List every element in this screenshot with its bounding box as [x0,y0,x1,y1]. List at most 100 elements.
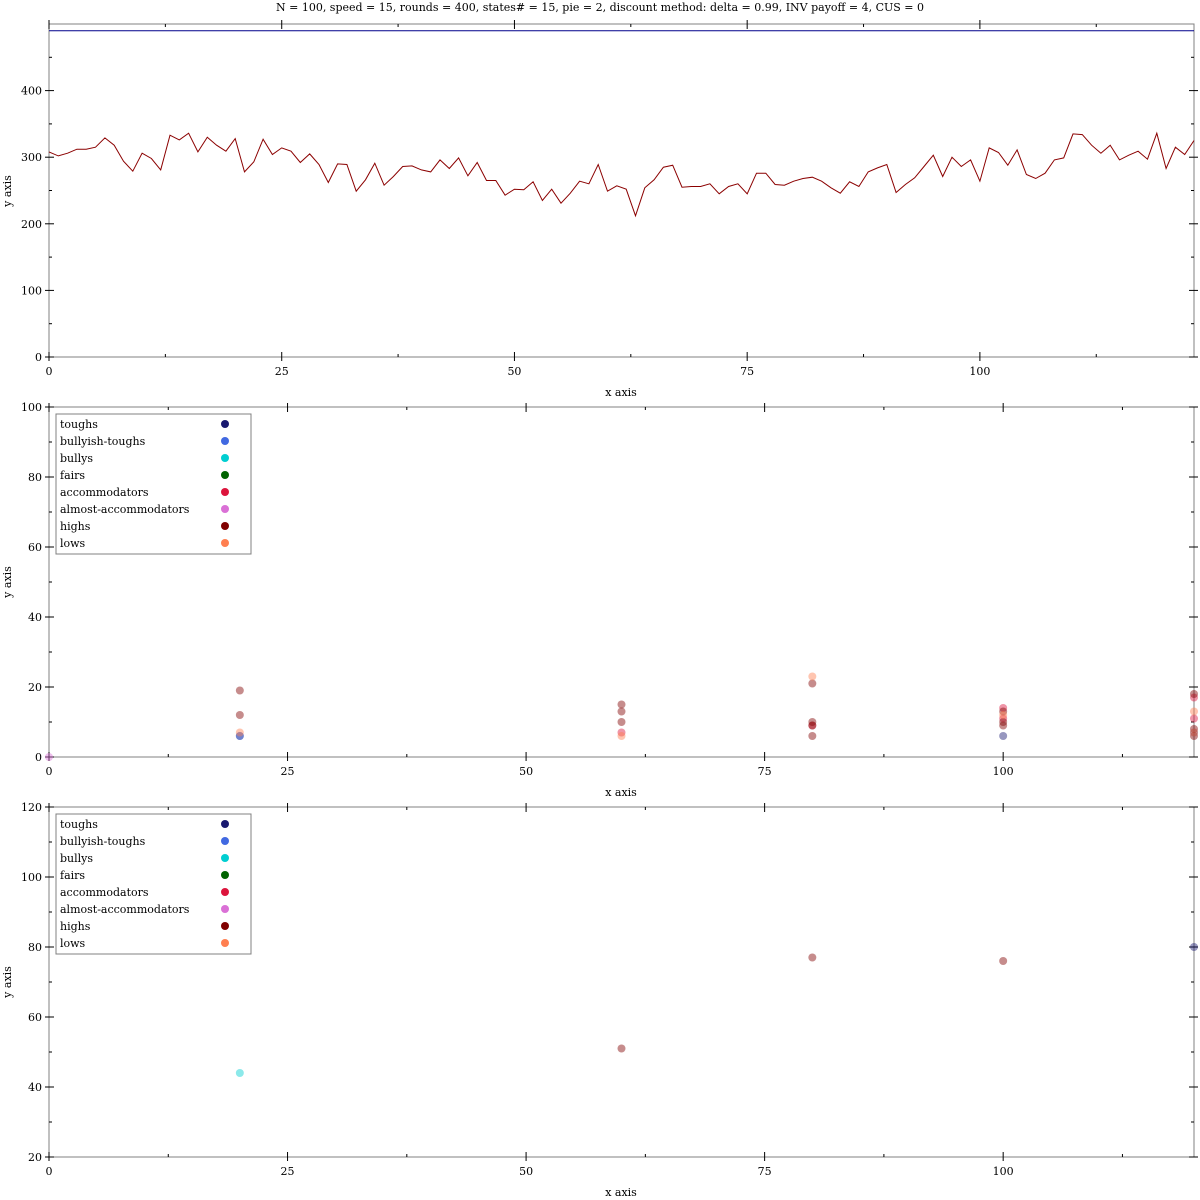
data-point-highs [999,721,1008,730]
legend-label: accommodators [60,886,149,899]
strategy-scatter-plot-2: 0 25 50 75 100 20 40 60 80 100 120 toughs bullyish-t… [21,801,1198,1178]
x-tick-label: 50 [519,765,533,778]
legend-marker-lows [221,539,229,547]
data-point-accommodators [1190,693,1198,702]
y-tick-label: 200 [21,218,42,231]
data-point-accommodators [617,728,626,737]
legend-label: toughs [60,418,98,431]
y-tick-label: 0 [35,351,42,364]
plot3-x-axis-label: x axis [605,1186,637,1199]
legend-label: fairs [60,869,85,882]
data-point-highs [999,957,1008,965]
legend-marker-lows [221,939,229,947]
legend-marker-almost-accommodators [221,505,229,513]
y-tick-label: 20 [28,681,42,694]
plot2-y-axis-label: y axis [1,566,14,599]
legend-marker-fairs [221,471,229,479]
data-point-lows [1190,707,1198,716]
legend-label: almost-accommodators [60,903,190,916]
y-tick-label: 40 [28,1081,42,1094]
legend-label: bullyish-toughs [60,435,146,448]
x-tick-label: 25 [275,365,289,378]
legend-marker-accommodators [221,888,229,896]
data-point-bullys [235,1069,244,1077]
x-tick-label: 75 [740,365,754,378]
data-point-toughs [1190,728,1198,737]
strategy-scatter-plot-1: 0 25 50 75 100 0 20 40 60 80 100 toughs bullyish-tou… [21,401,1198,778]
x-tick-label: 25 [281,1165,295,1178]
legend-label: fairs [60,469,85,482]
x-tick-label: 0 [46,765,53,778]
legend-marker-toughs [221,420,229,428]
x-tick-label: 100 [969,365,990,378]
y-tick-label: 80 [28,471,42,484]
legend-label: almost-accommodators [60,503,190,516]
legend-marker-highs [221,922,229,930]
data-point-highs [999,707,1008,716]
legend-label: bullys [60,452,93,465]
plot-frame [48,23,1195,358]
y-tick-label: 120 [21,801,42,814]
y-tick-label: 80 [28,941,42,954]
data-point-toughs [999,732,1008,740]
legend-marker-bullyish-toughs [221,437,229,445]
legend-marker-bullys [221,854,229,862]
data-point-lows [235,728,244,737]
legend-label: bullyish-toughs [60,835,146,848]
data-point-highs [617,707,626,716]
data-point-highs [1190,690,1198,698]
data-point-lows [617,732,626,740]
x-tick-label: 50 [507,365,521,378]
legend-label: toughs [60,818,98,831]
data-point-highs [999,718,1008,726]
data-point-toughs [1190,943,1198,951]
data-point-highs [617,700,626,709]
x-tick-label: 75 [758,1165,772,1178]
data-point-lows [999,711,1008,719]
data-point-highs [808,721,817,730]
x-tick-label: 100 [993,765,1014,778]
data-point-lows [808,672,817,681]
data-point-highs [235,711,244,719]
data-point-accommodators [808,721,817,730]
chart-title: N = 100, speed = 15, rounds = 400, state… [276,1,924,14]
y-tick-label: 60 [28,541,42,554]
legend-marker-fairs [221,871,229,879]
data-point-lows [1190,728,1198,737]
legend-label: lows [60,937,86,950]
legend-box [55,413,252,555]
plot3-y-axis-label: y axis [1,966,14,999]
legend-marker-bullyish-toughs [221,837,229,845]
population-line-plot: 0 25 50 75 100 0 100 200 300 400 [21,20,1198,378]
data-point-highs [1190,732,1198,740]
data-point-highs [808,718,817,726]
data-point-accommodators [999,704,1008,712]
x-tick-label: 25 [281,765,295,778]
data-point-accommodators [1190,714,1198,723]
data-point-highs [617,718,626,726]
x-tick-label: 0 [46,1165,53,1178]
legend-marker-almost-accommodators [221,905,229,913]
x-tick-label: 100 [993,1165,1014,1178]
y-tick-label: 300 [21,151,42,164]
legend-label: accommodators [60,486,149,499]
legend-box [55,813,252,955]
legend-label: highs [60,920,91,933]
legend-label: lows [60,537,86,550]
data-point-highs [808,732,817,740]
series-line-1 [48,131,1195,218]
data-point-highs [617,1044,626,1053]
x-tick-label: 75 [758,765,772,778]
y-tick-label: 0 [35,751,42,764]
y-tick-label: 100 [21,401,42,414]
plot1-y-axis-label: y axis [1,175,14,208]
data-point-toughs [235,732,244,740]
y-tick-label: 40 [28,611,42,624]
y-tick-label: 400 [21,85,42,98]
y-tick-label: 60 [28,1011,42,1024]
data-point-accommodators [999,714,1008,723]
data-point-highs [808,679,817,688]
legend-marker-accommodators [221,488,229,496]
plot2-x-axis-label: x axis [605,786,637,799]
